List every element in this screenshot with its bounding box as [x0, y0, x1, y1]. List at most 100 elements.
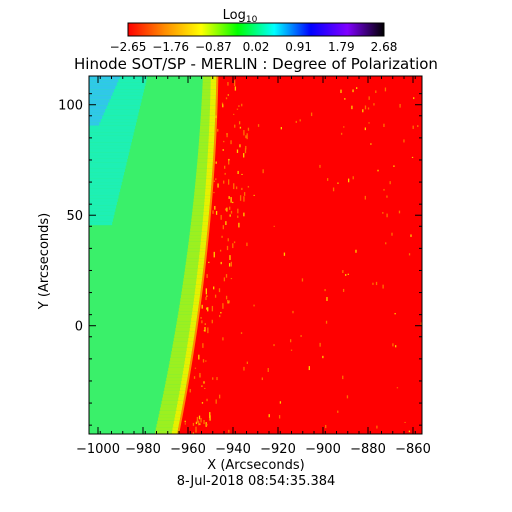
disk-speck [226, 207, 228, 212]
cyan-strip [89, 89, 144, 94]
disk-speck [217, 128, 219, 132]
disk-speck [267, 367, 269, 372]
disk-speck [344, 98, 346, 100]
limb-transition [164, 387, 186, 392]
off-limb-strip [89, 211, 210, 216]
off-limb-strip [89, 215, 209, 220]
disk-speck [352, 89, 354, 93]
limb-edge [190, 324, 196, 329]
limb-transition [197, 152, 214, 157]
disk-speck [206, 423, 208, 426]
disk-speck [204, 327, 206, 332]
disk-speck [233, 241, 236, 244]
limb-transition [184, 268, 204, 273]
cyan-strip [89, 185, 121, 190]
disk-speck [343, 126, 345, 128]
disk-speck [351, 105, 353, 110]
disk-speck [253, 304, 255, 307]
off-limb-strip [89, 155, 214, 160]
limb-transition [188, 245, 206, 249]
disk-speck [200, 418, 202, 423]
off-limb-strip [89, 82, 217, 87]
blue-strip [89, 92, 113, 97]
limb-transition [168, 367, 190, 372]
disk-speck [292, 310, 294, 314]
disk-speck [202, 359, 205, 363]
disk-speck [239, 195, 242, 201]
limb-edge [196, 278, 203, 283]
off-limb-strip [89, 261, 205, 266]
limb-edge [184, 361, 191, 365]
cyan-strip [89, 172, 125, 177]
cyan-strip [89, 102, 141, 107]
off-limb-strip [89, 347, 193, 352]
y-tick-label: 0 [75, 320, 83, 335]
limb-transition [188, 238, 207, 243]
disk-speck [207, 307, 209, 312]
limb-transition [199, 135, 215, 140]
cyan-strip [89, 175, 124, 180]
disk-speck [368, 96, 370, 100]
disk-speck [280, 126, 282, 130]
limb-edge [178, 397, 184, 402]
disk-speck [220, 214, 222, 220]
limb-transition [178, 311, 198, 316]
limb-transition [200, 115, 216, 120]
off-limb-strip [89, 95, 216, 100]
disk-speck [220, 311, 222, 314]
limb-edge [210, 102, 216, 107]
off-limb-strip [89, 195, 211, 200]
disk-speck [382, 284, 384, 289]
limb-transition [185, 264, 204, 269]
disk-speck [209, 412, 211, 418]
disk-speck [233, 80, 236, 86]
disk-speck [319, 164, 321, 168]
limb-edge [187, 341, 194, 346]
limb-edge [209, 122, 215, 127]
limb-transition [172, 344, 193, 349]
blue-strip [89, 82, 117, 87]
disk-speck [241, 187, 243, 191]
limb-transition [201, 99, 216, 104]
disk-speck [227, 238, 229, 242]
disk-speck [243, 366, 245, 371]
disk-speck [243, 130, 245, 136]
colorbar-tick-label: 2.68 [371, 40, 398, 54]
off-limb-strip [89, 321, 197, 326]
disk-speck [206, 398, 208, 402]
limb-edge [210, 82, 217, 87]
off-limb-strip [89, 367, 190, 372]
limb-transition [161, 400, 184, 405]
limb-edge [208, 135, 215, 140]
off-limb-strip [89, 192, 211, 196]
disk-speck [393, 165, 395, 167]
limb-transition [201, 102, 216, 107]
disk-speck [206, 295, 208, 297]
limb-transition [193, 195, 211, 200]
limb-edge [180, 387, 186, 392]
off-limb-strip [89, 119, 216, 124]
cyan-strip [89, 95, 143, 100]
disk-speck [202, 343, 204, 348]
limb-transition [201, 109, 216, 114]
disk-speck [245, 145, 247, 150]
disk-speck [192, 432, 195, 434]
disk-speck [201, 385, 203, 387]
limb-edge [208, 132, 215, 137]
limb-edge [198, 264, 204, 269]
limb-edge [190, 321, 197, 326]
off-limb-strip [89, 301, 200, 306]
disk-speck [383, 123, 385, 127]
off-limb-strip [89, 235, 207, 240]
limb-transition [196, 165, 213, 170]
disk-speck [241, 103, 243, 107]
disk-speck [395, 345, 397, 348]
limb-transition [196, 168, 213, 173]
cyan-strip [89, 145, 131, 150]
limb-edge [194, 291, 201, 296]
off-limb-strip [89, 148, 214, 153]
disk-speck [234, 86, 237, 91]
off-limb-strip [89, 337, 194, 342]
limb-edge [189, 331, 195, 336]
disk-speck [211, 319, 213, 324]
